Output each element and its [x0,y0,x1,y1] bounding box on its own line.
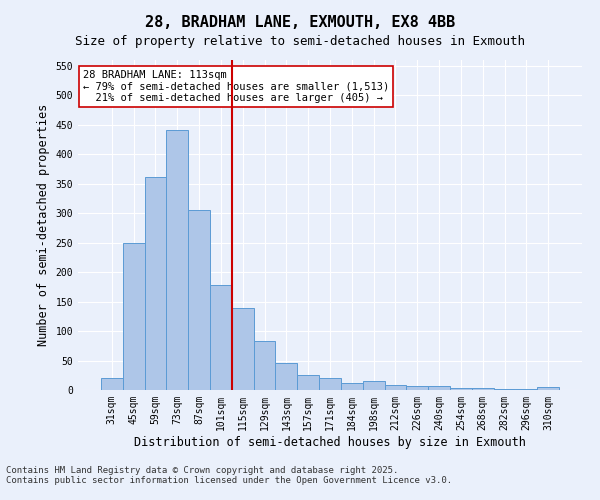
Text: 28 BRADHAM LANE: 113sqm
← 79% of semi-detached houses are smaller (1,513)
  21% : 28 BRADHAM LANE: 113sqm ← 79% of semi-de… [83,70,389,103]
Bar [297,374,319,390]
Bar [428,386,450,390]
Bar [450,388,472,390]
Bar [166,130,188,390]
Bar [232,308,254,390]
Text: Contains HM Land Registry data © Crown copyright and database right 2025.
Contai: Contains HM Land Registry data © Crown c… [6,466,452,485]
Text: Size of property relative to semi-detached houses in Exmouth: Size of property relative to semi-detach… [75,35,525,48]
Bar [537,387,559,390]
Bar [145,176,166,390]
Bar [406,386,428,390]
Bar [254,341,275,390]
Bar [188,210,210,390]
X-axis label: Distribution of semi-detached houses by size in Exmouth: Distribution of semi-detached houses by … [134,436,526,448]
Bar [123,242,145,390]
Bar [472,388,494,390]
Bar [385,384,406,390]
Bar [101,378,123,390]
Bar [319,378,341,390]
Bar [363,380,385,390]
Text: 28, BRADHAM LANE, EXMOUTH, EX8 4BB: 28, BRADHAM LANE, EXMOUTH, EX8 4BB [145,15,455,30]
Y-axis label: Number of semi-detached properties: Number of semi-detached properties [37,104,50,346]
Bar [494,389,515,390]
Bar [275,364,297,390]
Bar [341,383,363,390]
Bar [210,285,232,390]
